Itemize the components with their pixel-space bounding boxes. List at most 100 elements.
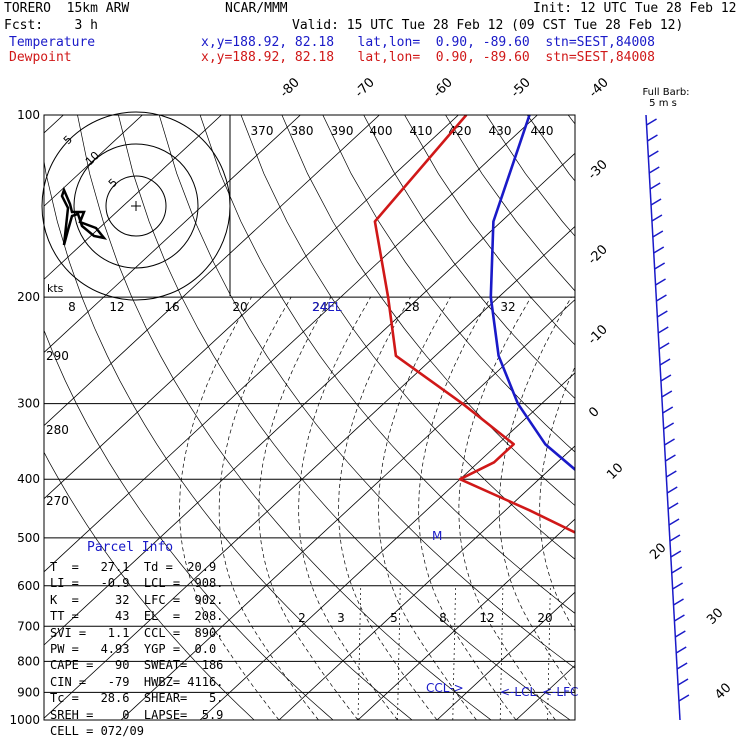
wind-barb [673,598,684,606]
isotherm-line [595,115,740,720]
moist-adiabat [539,365,575,632]
lfc-label: <-LFC [542,685,578,699]
mixing-ratio-label: 8 [439,611,447,625]
mixing-ratio-line [397,585,401,720]
pressure-tick-label: 900 [17,685,40,699]
wind-barb [674,614,685,622]
wind-barb [647,134,658,142]
wind-barb [649,182,661,190]
wind-barb [647,150,659,158]
dry-adiabat [44,158,413,720]
barb-legend-title: Full Barb: [642,87,689,98]
temperature-profile [489,115,575,472]
wind-scale-label: 20 [232,300,247,314]
theta-e-label: 380 [291,124,314,138]
wind-barb [663,422,675,430]
moist-adiabat [179,296,280,720]
theta-e-label: 390 [331,124,354,138]
moist-adiabat [258,296,359,720]
wind-barb [659,358,671,366]
wind-barb [648,166,660,174]
theta-label: 280 [46,423,69,437]
mixing-ratio-line [499,585,504,720]
wind-barb [666,486,678,494]
dewpoint-legend: Dewpoint [9,50,72,65]
wind-barb [669,534,681,542]
isotherm-label: -20 [585,242,611,268]
header: TORERO 15km ARW NCAR/MMM Init: 12 UTC Tu… [0,0,740,70]
moist-adiabat [378,296,477,720]
isotherm-line [674,115,740,720]
wind-barb [656,310,668,318]
wind-barb [654,262,666,270]
temperature-legend: Temperature [9,35,96,50]
wind-barb [665,454,676,462]
isotherm-line [357,518,575,720]
barb-staff [645,114,681,721]
pressure-tick-label: 400 [17,472,40,486]
dry-adiabat [732,115,740,720]
dry-adiabat [363,115,575,400]
wind-scale-label: 28 [404,300,419,314]
mixing-ratio-line [547,585,551,720]
isotherm-line [120,299,575,720]
isotherm-label: -30 [585,157,611,183]
isotherm-label: -10 [585,322,611,348]
el-label: 24EL [312,300,342,314]
valid-time: Valid: 15 UTC Tue 28 Feb 12 (09 CST Tue … [292,18,684,33]
pressure-tick-label: 1000 [9,713,40,727]
moist-adiabat [338,296,438,720]
parcel-info-row: Tc = 28.6 SHEAR= 5. [50,691,224,706]
wind-barb [662,406,674,414]
isotherm-line [44,225,575,719]
parcel-info-row: CIN = -79 HWBZ= 4116. [50,674,224,689]
dry-adiabat [158,115,575,669]
parcel-info-row: SREH = 0 LAPSE= 5.9 [50,707,224,722]
pressure-tick-label: 100 [17,108,40,122]
parcel-info-row: LI = -0.9 LCL = 908. [50,576,224,591]
mixing-ratio-label: 3 [337,611,345,625]
moist-adiabat [662,297,740,720]
mixing-ratio-line [611,586,614,720]
wind-barb [670,550,682,558]
isotherm-line [44,115,301,353]
pressure-tick-label: 600 [17,579,40,593]
barb-legend-unit: 5 m s [649,98,677,109]
parcel-info-row: T = 27.1 Td = 20.9 [50,560,217,574]
wind-barb [650,198,662,206]
isotherm-line [44,115,222,280]
wind-barb [678,694,690,702]
parcel-info-panel: Parcel Info T = 27.1 Td = 20.9 LI = -0.9 … [44,537,234,740]
wind-barb [653,246,665,254]
theta-e-label: 370 [251,124,274,138]
moist-adiabat [298,296,398,720]
theta-label: 290 [46,349,69,363]
org-label: NCAR/MMM [225,1,288,16]
wind-barb [660,374,672,382]
pressure-tick-label: 800 [17,654,40,668]
lcl-label: <-LCL [500,685,536,699]
forecast-hour: Fcst: 3 h [4,18,98,33]
isotherm-label: -80 [277,75,303,101]
dry-adiabat [199,115,575,614]
isotherm-line [44,115,459,500]
wind-barb [656,294,667,302]
mixing-ratio-label: 12 [479,611,494,625]
wind-barb [664,438,675,446]
dry-adiabat [44,329,334,720]
isotherm-line [278,445,575,720]
isotherm-label: 10 [604,461,626,483]
mixing-ratio-label: 20 [537,611,552,625]
wind-barb [651,214,663,222]
isotherm-label: 20 [647,541,669,563]
mixing-ratio-line [357,585,362,720]
wind-barb [661,390,673,398]
wind-barb [674,630,686,638]
pressure-tick-label: 500 [17,531,40,545]
parcel-info-row: CELL = 072/09 [50,724,144,738]
hodograph-ring [41,111,231,301]
wind-barb [667,502,679,510]
init-time: Init: 12 UTC Tue 28 Feb 12 [533,1,737,16]
wind-scale-label: 12 [109,300,124,314]
theta-label: 270 [46,494,69,508]
